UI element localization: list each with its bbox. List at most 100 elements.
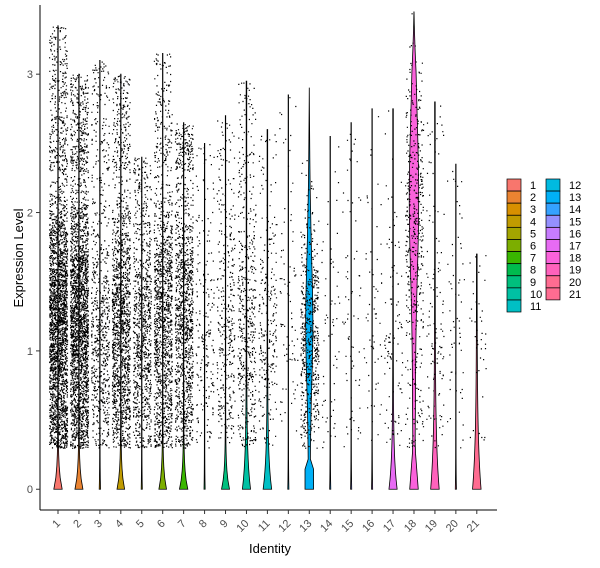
legend-label: 9 (530, 277, 536, 289)
legend-label: 6 (530, 241, 536, 253)
legend-item-2: 2 (506, 190, 536, 204)
dots-cluster-13 (300, 160, 320, 449)
jitter-dots-layer (49, 13, 487, 449)
legend-label: 2 (530, 192, 536, 204)
legend-key (506, 178, 522, 192)
legend-label: 18 (569, 253, 581, 265)
dots-cluster-5 (132, 157, 152, 449)
dots-cluster-6 (153, 53, 173, 449)
x-tick-label: 20 (444, 518, 461, 535)
legend-label: 20 (569, 277, 581, 289)
legend-key (545, 275, 561, 289)
dots-cluster-16 (363, 116, 383, 441)
y-tick-label: 0 (27, 484, 33, 496)
violin-14 (329, 136, 332, 490)
legend-item-18: 18 (545, 251, 581, 265)
legend-key (545, 214, 561, 228)
legend-item-15: 15 (545, 214, 581, 228)
dots-cluster-8 (195, 144, 215, 449)
legend-key (506, 275, 522, 289)
legend-key (545, 263, 561, 277)
x-tick-label: 13 (297, 518, 314, 535)
violin-6 (158, 53, 167, 490)
legend-key (506, 287, 522, 301)
x-tick-label: 15 (339, 518, 356, 535)
dots-cluster-1 (49, 26, 69, 449)
x-tick-label: 6 (155, 518, 168, 531)
violin-3 (98, 59, 101, 490)
x-tick-label: 11 (256, 518, 273, 535)
x-tick-label: 14 (318, 518, 335, 535)
legend-item-9: 9 (506, 275, 536, 289)
x-tick-label: 1 (50, 518, 63, 531)
x-tick-label: 7 (176, 518, 189, 531)
legend-key (545, 227, 561, 240)
violin-12 (287, 94, 290, 490)
x-tick-label: 10 (234, 518, 251, 535)
legend-key (545, 287, 561, 301)
x-tick-label: 4 (113, 518, 126, 531)
legend-key (545, 251, 561, 264)
legend-item-14: 14 (545, 202, 581, 216)
legend-item-1: 1 (506, 178, 536, 192)
legend-item-12: 12 (545, 178, 581, 192)
violin-10 (241, 80, 251, 490)
legend-label: 11 (530, 301, 541, 313)
legend-item-5: 5 (506, 227, 536, 240)
x-tick-label: 17 (381, 518, 398, 535)
legend-item-4: 4 (506, 214, 536, 228)
legend-label: 15 (569, 216, 581, 228)
legend-key (506, 299, 522, 313)
legend-key (506, 251, 522, 264)
dots-cluster-11 (258, 134, 278, 446)
legend-label: 21 (569, 289, 581, 301)
legend-key (506, 202, 522, 216)
legend-key (545, 202, 561, 216)
legend-key (545, 190, 561, 204)
x-tick-label: 18 (402, 518, 419, 535)
x-tick-label: 19 (423, 518, 440, 535)
x-tick-label: 16 (360, 518, 377, 535)
legend-label: 7 (530, 253, 536, 265)
legend-key (506, 263, 522, 277)
violin-20 (454, 163, 457, 490)
legend-label: 16 (569, 228, 581, 240)
legend-item-21: 21 (545, 287, 581, 301)
legend-item-17: 17 (545, 239, 581, 253)
legend-label: 1 (530, 180, 536, 192)
legend-item-19: 19 (545, 263, 581, 277)
legend-label: 4 (530, 216, 536, 228)
legend-key (506, 239, 522, 252)
violin-8 (203, 142, 206, 490)
violin-21 (472, 253, 482, 490)
legend-key (545, 239, 561, 252)
x-tick-label: 8 (197, 518, 210, 531)
legend-label: 8 (530, 265, 536, 277)
x-tick-label: 9 (218, 518, 231, 531)
dots-cluster-9 (216, 120, 236, 444)
legend-label: 3 (530, 204, 536, 216)
legend-key (506, 227, 522, 240)
x-axis-title: Identity (249, 541, 291, 556)
legend-label: 10 (530, 289, 542, 301)
x-tick-label: 3 (92, 518, 105, 531)
x-tick-label: 2 (71, 518, 84, 531)
legend-item-16: 16 (545, 227, 581, 240)
x-tick-label: 5 (134, 518, 147, 531)
legend-key (506, 190, 522, 204)
y-tick-label: 1 (27, 346, 33, 358)
violin-13 (304, 87, 314, 490)
legend-label: 13 (569, 192, 581, 204)
legend-item-10: 10 (506, 287, 542, 301)
legend-label: 12 (569, 180, 581, 192)
violin-7 (178, 122, 189, 490)
dots-cluster-18 (405, 13, 425, 448)
legend-item-11: 11 (506, 299, 541, 313)
violin-11 (262, 129, 273, 490)
legend-label: 17 (569, 241, 581, 253)
legend-key (545, 178, 561, 192)
violin-4 (116, 73, 126, 490)
